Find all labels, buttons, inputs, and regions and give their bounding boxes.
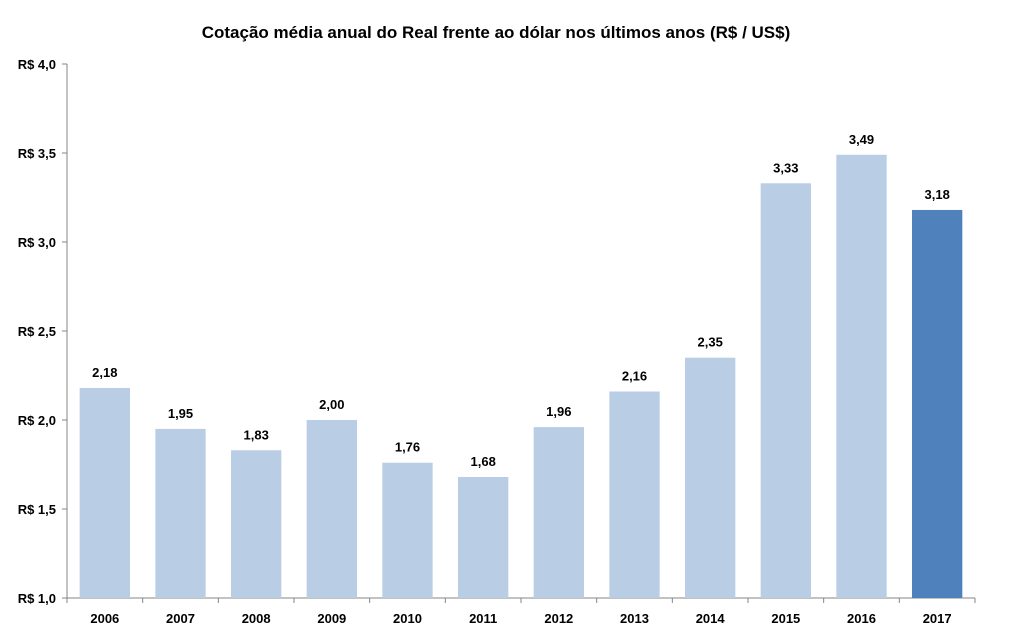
y-tick-label: R$ 2,0 <box>18 413 56 428</box>
y-ticks: R$ 1,0 R$ 1,5 R$ 2,0 R$ 2,5 R$ 3,0 R$ 3,5 R$ 4… <box>18 57 67 606</box>
x-tick-label-2012: 2012 <box>544 611 573 626</box>
chart-title: Cotação média anual do Real frente ao dó… <box>202 23 791 42</box>
data-label-2008: 1,83 <box>244 427 269 442</box>
x-tick-label-2008: 2008 <box>242 611 271 626</box>
bar-2006 <box>79 387 130 598</box>
data-label-2011: 1,68 <box>471 454 496 469</box>
x-tick-label-2014: 2014 <box>696 611 726 626</box>
x-tick-label-2007: 2007 <box>166 611 195 626</box>
bar-2013 <box>609 391 660 598</box>
x-tick-label-2011: 2011 <box>469 611 497 626</box>
data-labels: 2,18 1,95 1,83 2,00 1,76 1,68 1,96 2,16 2,35 3,33… <box>92 132 950 469</box>
x-tick-label-2009: 2009 <box>317 611 346 626</box>
data-label-2010: 1,76 <box>395 440 420 455</box>
bar-2010 <box>382 462 433 598</box>
x-tick-label-2016: 2016 <box>847 611 876 626</box>
x-tick-label-2013: 2013 <box>620 611 649 626</box>
x-tick-label-2010: 2010 <box>393 611 422 626</box>
data-label-2013: 2,16 <box>622 369 647 384</box>
bar-2016 <box>836 154 887 598</box>
data-label-2007: 1,95 <box>168 406 193 421</box>
bar-2012 <box>533 427 584 598</box>
bar-2014 <box>685 357 736 598</box>
y-tick-label: R$ 2,5 <box>18 324 56 339</box>
y-tick-label: R$ 1,5 <box>18 502 56 517</box>
x-tick-label-2006: 2006 <box>90 611 119 626</box>
x-tick-label-2015: 2015 <box>771 611 800 626</box>
data-label-2006: 2,18 <box>92 365 117 380</box>
x-ticks: 2006 2007 2008 2009 2010 2011 2012 2013 2014 2015… <box>66 598 976 626</box>
data-label-2017: 3,18 <box>925 187 950 202</box>
data-label-2012: 1,96 <box>546 404 571 419</box>
bar-2008 <box>231 450 282 598</box>
bar-2017 <box>912 209 963 598</box>
y-tick-label: R$ 1,0 <box>18 591 56 606</box>
data-label-2015: 3,33 <box>773 160 798 175</box>
data-label-2016: 3,49 <box>849 132 874 147</box>
bar-2009 <box>306 420 357 598</box>
bar-2011 <box>458 476 509 598</box>
y-tick-label: R$ 3,5 <box>18 146 56 161</box>
data-label-2009: 2,00 <box>319 397 344 412</box>
bar-2015 <box>760 183 811 598</box>
y-tick-label: R$ 3,0 <box>18 235 56 250</box>
y-tick-label: R$ 4,0 <box>18 57 56 72</box>
data-label-2014: 2,35 <box>698 335 723 350</box>
bars <box>79 154 963 598</box>
bar-2007 <box>155 428 206 598</box>
x-tick-label-2017: 2017 <box>923 611 952 626</box>
